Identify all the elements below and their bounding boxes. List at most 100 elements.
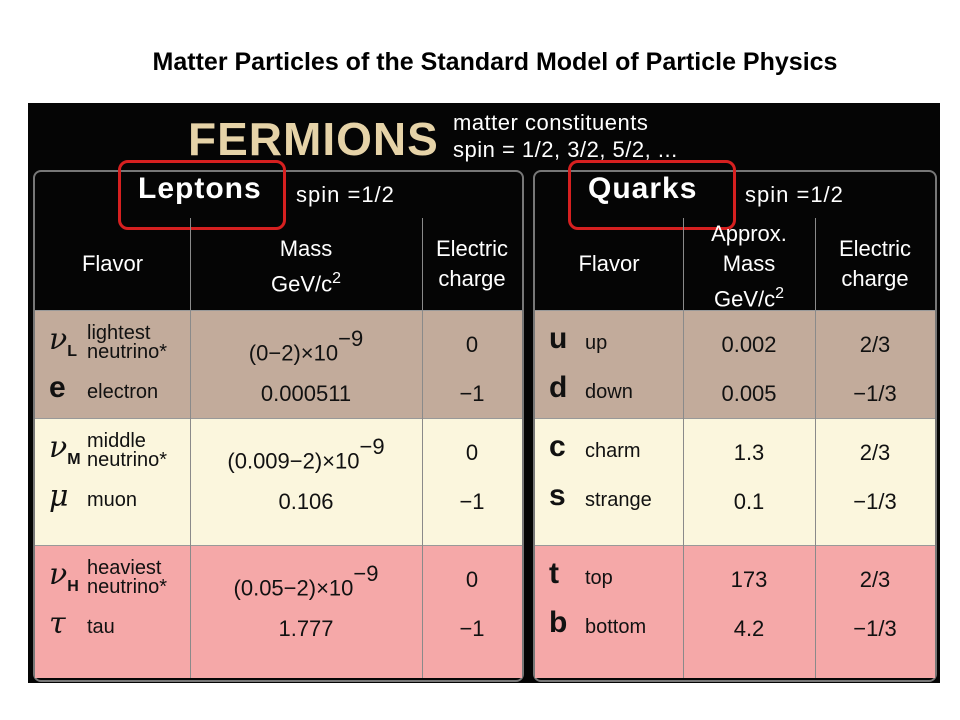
particle-mass: (0.009−2)×10−9 <box>190 434 422 474</box>
symbol-text: τ <box>49 606 66 641</box>
column-header: Mass GeV/c2 <box>190 234 422 299</box>
column-header: Electric charge <box>815 234 935 294</box>
mass-text: (0.05−2)×10 <box>233 575 354 601</box>
mass-text: (0.009−2)×10 <box>227 448 360 474</box>
particle-name: lightest neutrino* <box>87 322 168 363</box>
particle-symbol: t <box>549 557 559 591</box>
particle-charge: −1 <box>459 616 485 641</box>
column-header-text: Approx. <box>711 221 787 246</box>
row-band <box>535 310 935 418</box>
particle-charge: 0 <box>465 440 479 465</box>
symbol-text: d <box>549 371 568 404</box>
superscript: 2 <box>775 285 785 302</box>
particle-symbol: c <box>549 430 566 464</box>
particle-mass: 0.005 <box>683 381 815 407</box>
particle-charge: 2/3 <box>859 440 891 465</box>
column-header-text: Mass <box>279 236 333 261</box>
column-header-text: charge <box>841 266 909 291</box>
particle-symbol: νH <box>49 557 79 596</box>
table-box <box>33 170 524 682</box>
mass-text: 1.3 <box>733 440 765 465</box>
symbol-text: c <box>549 430 566 463</box>
particle-symbol: μ <box>49 479 69 514</box>
particle-name: tau <box>87 616 115 638</box>
symbol-subscript: L <box>67 343 78 360</box>
column-header: Electric charge <box>422 234 522 294</box>
mass-text: 0.106 <box>278 489 334 514</box>
symbol-subscript: H <box>67 578 79 595</box>
symbol-text: ν <box>49 322 68 357</box>
column-header-text: GeV/c <box>713 286 776 312</box>
highlight-box <box>568 160 736 230</box>
row-band <box>535 545 935 678</box>
column-header-text: charge <box>438 266 506 291</box>
column-header-text: Electric <box>838 236 912 261</box>
column-header-line: Mass <box>683 249 815 279</box>
particle-symbol: b <box>549 606 567 640</box>
particle-name: bottom <box>585 616 647 638</box>
mass-text: 1.777 <box>278 616 334 641</box>
particle-charge: −1 <box>459 381 485 406</box>
column-header: Approx. Mass GeV/c2 <box>683 219 815 314</box>
superscript: 2 <box>332 270 342 287</box>
particle-name: heaviest neutrino* <box>87 557 168 598</box>
particle-symbol: τ <box>49 606 66 641</box>
column-divider <box>815 218 816 678</box>
symbol-text: b <box>549 606 568 639</box>
particle-symbol: νL <box>49 322 77 361</box>
particle-charge: −1/3 <box>853 381 897 406</box>
column-header-line: GeV/c2 <box>683 279 815 314</box>
table-heading: Leptons <box>138 172 262 205</box>
mass-text: 0.005 <box>721 381 777 406</box>
particle-charge: 0 <box>465 332 479 357</box>
column-header-line: Flavor <box>535 249 683 279</box>
row-band <box>535 418 935 545</box>
symbol-text: t <box>549 557 559 590</box>
symbol-text: u <box>549 322 568 355</box>
symbol-text: μ <box>49 479 69 514</box>
mass-text: (0−2)×10 <box>248 340 339 366</box>
column-header-text: GeV/c <box>270 271 333 297</box>
symbol-text: e <box>49 371 66 404</box>
column-header-line: Mass <box>190 234 422 264</box>
column-header-line: Flavor <box>35 249 190 279</box>
particle-symbol: νM <box>49 430 81 469</box>
particle-mass: (0.05−2)×10−9 <box>190 561 422 601</box>
row-band <box>35 310 522 418</box>
column-header: Flavor <box>35 249 190 279</box>
particle-charge: −1/3 <box>853 489 897 514</box>
column-header-line: Approx. <box>683 219 815 249</box>
mass-text: 4.2 <box>733 616 765 641</box>
column-header-line: charge <box>422 264 522 294</box>
column-header-line: charge <box>815 264 935 294</box>
particle-mass: (0−2)×10−9 <box>190 326 422 366</box>
particle-mass: 0.002 <box>683 332 815 358</box>
header-line: spin = 1/2, 3/2, 5/2, ... <box>453 137 678 162</box>
header-line: matter constituents <box>453 110 649 135</box>
highlight-box <box>118 160 286 230</box>
particle-charge: 2/3 <box>859 332 891 357</box>
particle-mass: 4.2 <box>683 616 815 642</box>
mass-exponent: −9 <box>353 561 379 586</box>
column-divider <box>190 218 191 678</box>
particle-mass: 0.1 <box>683 489 815 515</box>
particle-name: electron <box>87 381 159 403</box>
particle-charge: −1 <box>459 489 485 514</box>
column-header-line: Electric <box>422 234 522 264</box>
column-header-text: Mass <box>722 251 776 276</box>
table-spin: spin =1/2 <box>296 182 395 207</box>
mass-text: 0.000511 <box>260 381 352 406</box>
particle-charge: 0 <box>465 567 479 592</box>
mass-exponent: −9 <box>338 326 364 351</box>
particle-mass: 1.777 <box>190 616 422 642</box>
column-header-text: Flavor <box>578 251 640 276</box>
mass-text: 0.002 <box>721 332 777 357</box>
mass-exponent: −9 <box>359 434 385 459</box>
slide-title: Matter Particles of the Standard Model o… <box>152 48 838 76</box>
table-heading: Quarks <box>588 172 698 205</box>
row-band <box>35 545 522 678</box>
mass-text: 0.1 <box>733 489 765 514</box>
symbol-subscript: M <box>67 451 81 468</box>
particle-charge: −1/3 <box>853 616 897 641</box>
symbol-text: ν <box>49 557 68 592</box>
